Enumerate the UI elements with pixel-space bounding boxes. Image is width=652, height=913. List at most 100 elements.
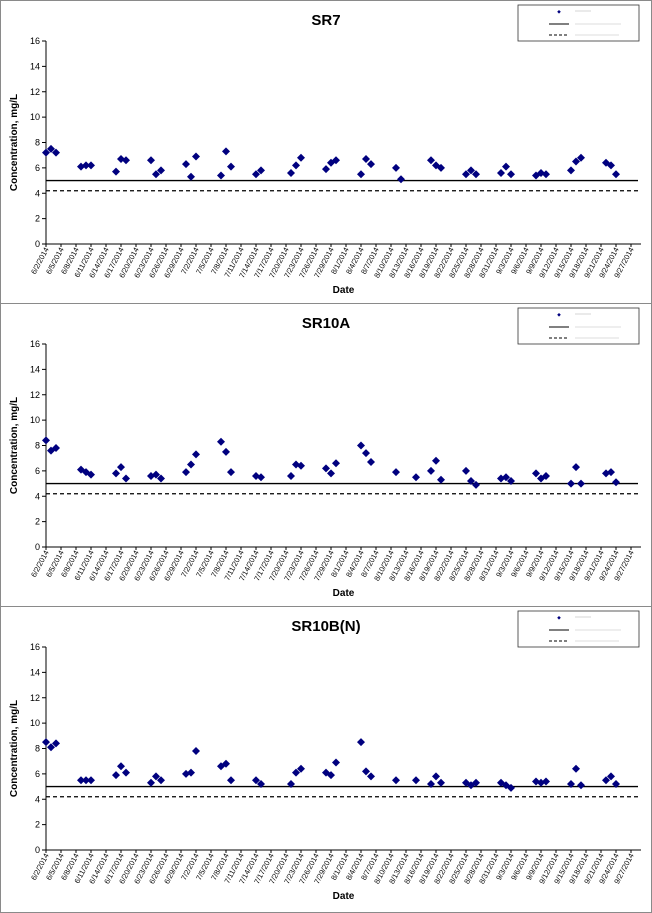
y-tick-label: 16 — [30, 642, 40, 652]
data-point-diamond — [42, 148, 50, 157]
legend-box — [517, 610, 640, 648]
data-point-diamond — [297, 461, 305, 470]
data-point-diamond — [187, 460, 195, 469]
data-point-diamond — [542, 170, 550, 179]
data-point-diamond — [227, 468, 235, 477]
data-point-diamond — [497, 168, 505, 177]
chart-panel-sr10bn: SR10B(N) 0 2 4 6 8 10 12 14 16 6/2/2014 6/5/2014 6/8… — [1, 607, 651, 909]
data-point-diamond — [392, 163, 400, 172]
data-point-diamond — [502, 473, 510, 482]
chart-svg-sr7: SR702468101214166/2/20146/5/20146/8/2014… — [9, 4, 641, 296]
data-point-diamond — [292, 161, 300, 170]
y-tick-label: 8 — [35, 138, 40, 148]
y-tick-label: 14 — [30, 61, 40, 71]
data-point-diamond — [257, 473, 265, 482]
data-point-diamond — [507, 477, 515, 486]
data-point-diamond — [567, 780, 575, 789]
data-point-diamond — [257, 780, 265, 789]
y-tick-label: 2 — [35, 214, 40, 224]
data-point-diamond — [122, 156, 130, 165]
chart-title: SR10A — [302, 315, 351, 332]
chart-title: SR7 — [311, 12, 340, 29]
data-point-diamond — [332, 758, 340, 767]
data-point-diamond — [192, 747, 200, 756]
data-point-diamond — [52, 739, 60, 748]
data-point-diamond — [322, 165, 330, 174]
data-point-diamond — [157, 474, 165, 483]
data-point-diamond — [52, 444, 60, 453]
data-point-diamond — [147, 778, 155, 787]
data-point-diamond — [427, 156, 435, 165]
data-point-diamond — [602, 776, 610, 785]
data-point-diamond — [227, 776, 235, 785]
data-point-diamond — [577, 153, 585, 162]
data-point-diamond — [287, 168, 295, 177]
data-point-diamond — [182, 468, 190, 477]
legend-marker-diamond — [557, 313, 561, 317]
data-point-diamond — [357, 441, 365, 450]
data-point-diamond — [357, 170, 365, 179]
data-point-diamond — [432, 456, 440, 465]
data-point-diamond — [252, 170, 260, 179]
data-point-diamond — [157, 166, 165, 175]
data-point-diamond — [432, 772, 440, 781]
data-point-diamond — [157, 776, 165, 785]
data-point-diamond — [472, 778, 480, 787]
data-point-diamond — [42, 436, 50, 445]
data-point-diamond — [122, 474, 130, 483]
legend-box — [517, 307, 640, 345]
data-point-diamond — [437, 163, 445, 172]
data-point-diamond — [367, 772, 375, 781]
y-tick-label: 8 — [35, 744, 40, 754]
data-point-diamond — [187, 768, 195, 777]
data-point-diamond — [607, 468, 615, 477]
y-tick-label: 8 — [35, 441, 40, 451]
data-point-diamond — [327, 469, 335, 478]
y-tick-label: 16 — [30, 339, 40, 349]
data-point-diamond — [77, 465, 85, 474]
data-point-diamond — [322, 464, 330, 473]
data-point-diamond — [192, 152, 200, 161]
legend-marker-diamond — [557, 616, 561, 620]
chart-title: SR10B(N) — [291, 618, 360, 635]
data-point-diamond — [567, 166, 575, 175]
data-point-diamond — [112, 469, 120, 478]
y-tick-label: 6 — [35, 769, 40, 779]
y-tick-label: 6 — [35, 466, 40, 476]
data-point-diamond — [362, 449, 370, 458]
data-point-diamond — [297, 764, 305, 773]
chart-panel-sr10a: SR10A 0 2 4 6 8 10 12 14 16 6/2/2014 6/5/2014 6/8/20… — [1, 304, 651, 606]
data-point-diamond — [397, 175, 405, 184]
data-point-diamond — [572, 157, 580, 166]
data-point-diamond — [82, 161, 90, 170]
data-point-diamond — [112, 167, 120, 176]
y-tick-label: 4 — [35, 188, 40, 198]
panel-separator — [1, 303, 651, 304]
data-point-diamond — [222, 147, 230, 156]
data-point-diamond — [367, 160, 375, 169]
x-axis-label: Date — [333, 891, 355, 902]
y-axis-label: Concentration, mg/L — [9, 397, 20, 494]
data-point-diamond — [82, 776, 90, 785]
data-point-diamond — [362, 154, 370, 163]
data-point-diamond — [462, 466, 470, 475]
data-point-diamond — [217, 437, 225, 446]
y-tick-label: 10 — [30, 415, 40, 425]
y-tick-label: 16 — [30, 36, 40, 46]
chart-panel-sr7: SR7 0 2 4 6 8 10 12 14 16 6/2/2014 6/5/2014 6/8/2014… — [1, 1, 651, 303]
data-point-diamond — [612, 170, 620, 179]
data-point-diamond — [412, 776, 420, 785]
data-point-diamond — [152, 170, 160, 179]
y-tick-label: 0 — [35, 845, 40, 855]
data-point-diamond — [542, 777, 550, 786]
data-point-diamond — [362, 767, 370, 776]
data-point-diamond — [427, 466, 435, 475]
data-point-diamond — [412, 473, 420, 482]
data-point-diamond — [332, 156, 340, 165]
data-point-diamond — [502, 162, 510, 171]
y-tick-label: 4 — [35, 491, 40, 501]
data-point-diamond — [222, 447, 230, 456]
data-point-diamond — [507, 783, 515, 792]
data-point-diamond — [287, 471, 295, 480]
data-point-diamond — [257, 166, 265, 175]
